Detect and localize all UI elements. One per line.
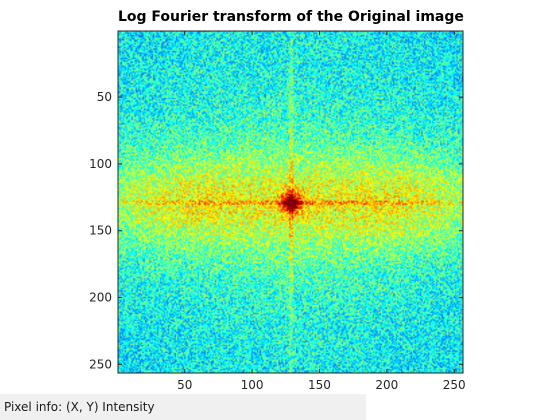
x-tick-label: 200 [375, 378, 398, 392]
pixel-info-fields: (X, Y) Intensity [65, 400, 155, 414]
x-tick-label: 100 [241, 378, 264, 392]
x-tick-label: 150 [308, 378, 331, 392]
y-tick-label: 50 [97, 90, 112, 104]
pixel-info-label: Pixel info: [4, 400, 63, 414]
axis-ticks: 50 100 150 200 250 50 100 150 200 250 [89, 31, 466, 392]
fourier-spectrum-image[interactable] [118, 31, 463, 373]
y-tick-label: 200 [89, 291, 112, 305]
plot-title: Log Fourier transform of the Original im… [118, 9, 464, 25]
x-tick-label: 250 [443, 378, 466, 392]
y-tick-label: 250 [89, 357, 112, 371]
axes-box [117, 30, 464, 374]
x-tick-label: 50 [177, 378, 192, 392]
pixel-info-bar: Pixel info: (X, Y) Intensity [0, 394, 366, 420]
y-tick-label: 100 [89, 157, 112, 171]
y-tick-label: 150 [89, 224, 112, 238]
